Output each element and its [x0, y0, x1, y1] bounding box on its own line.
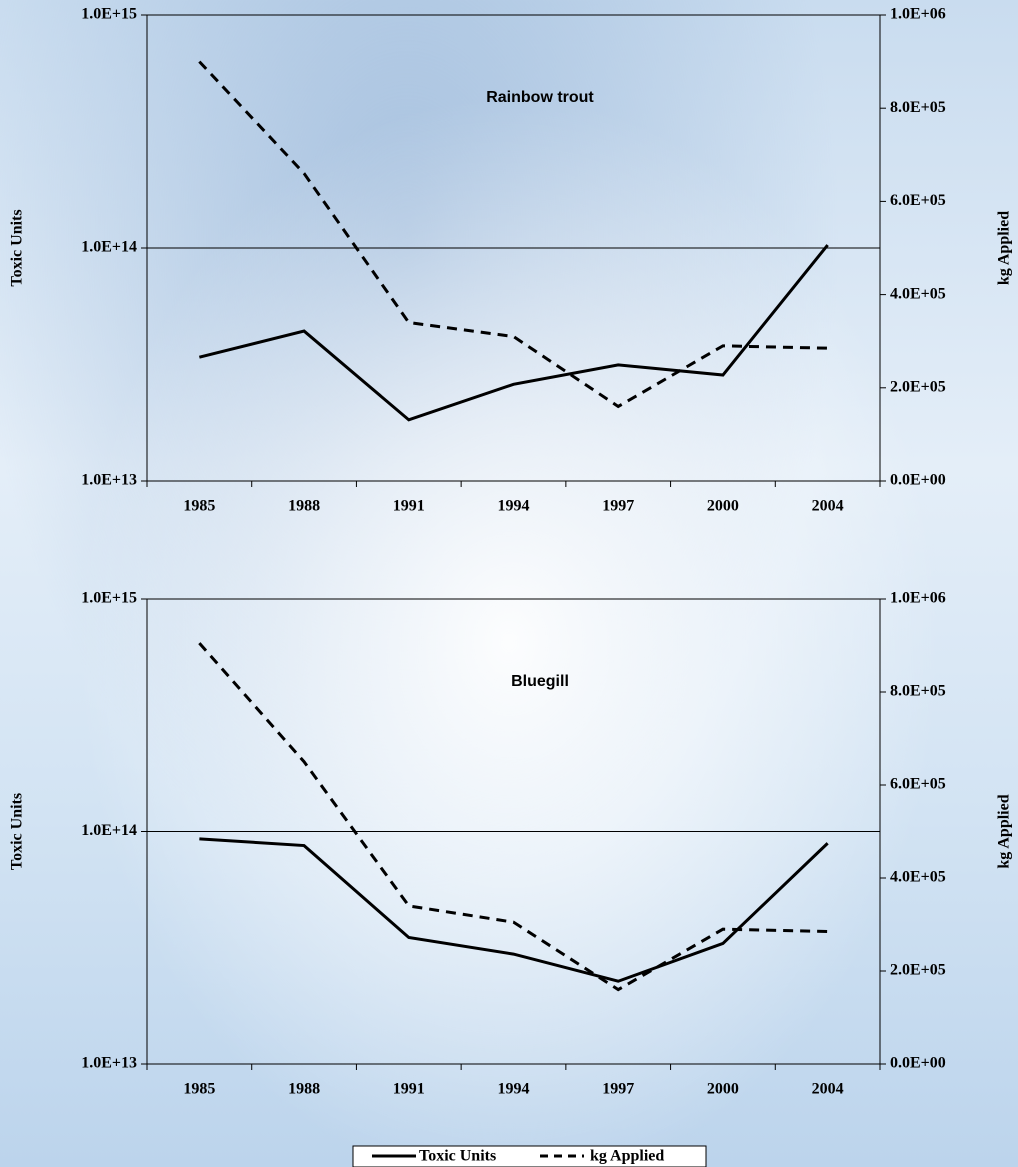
y2-tick-label: 4.0E+05	[890, 285, 946, 302]
x-tick-label: 1991	[393, 498, 425, 515]
series-line	[199, 839, 827, 981]
y2-tick-label: 6.0E+05	[890, 776, 946, 793]
y-tick-label: 1.0E+15	[81, 6, 137, 23]
series-line	[199, 62, 827, 407]
chart-title: Bluegill	[511, 673, 569, 690]
y-tick-label: 1.0E+14	[81, 239, 137, 256]
y2-tick-label: 2.0E+05	[890, 378, 946, 395]
legend: Toxic Units kg Applied	[353, 1146, 706, 1167]
y-tick-label: 1.0E+14	[81, 822, 137, 839]
x-tick-label: 2004	[812, 498, 844, 515]
y2-tick-label: 0.0E+00	[890, 472, 946, 489]
y2-tick-label: 8.0E+05	[890, 99, 946, 116]
x-tick-label: 2004	[812, 1081, 844, 1098]
x-tick-label: 1997	[602, 498, 634, 515]
y-axis-title: Toxic Units	[9, 209, 26, 286]
x-tick-label: 1988	[288, 1081, 320, 1098]
series-line	[199, 643, 827, 989]
y2-tick-label: 8.0E+05	[890, 683, 946, 700]
y2-tick-label: 2.0E+05	[890, 962, 946, 979]
chart-title: Rainbow trout	[486, 89, 594, 106]
y2-axis-title: kg Applied	[996, 794, 1013, 868]
y-tick-label: 1.0E+13	[81, 472, 137, 489]
x-tick-label: 2000	[707, 498, 739, 515]
x-tick-label: 1994	[498, 498, 530, 515]
x-tick-label: 1985	[183, 1081, 215, 1098]
y-tick-label: 1.0E+15	[81, 590, 137, 607]
x-tick-label: 1988	[288, 498, 320, 515]
legend-label: kg Applied	[590, 1148, 664, 1165]
x-tick-label: 1994	[498, 1081, 530, 1098]
y-tick-label: 1.0E+13	[81, 1055, 137, 1072]
figure: Toxic Units kg Applied 1.0E+13 1.0E+14 1.0…	[0, 0, 1018, 1167]
y2-tick-label: 1.0E+06	[890, 6, 946, 23]
y-axis-title: Toxic Units	[9, 793, 26, 870]
legend-label: Toxic Units	[419, 1148, 496, 1165]
y2-tick-label: 6.0E+05	[890, 192, 946, 209]
x-tick-label: 1991	[393, 1081, 425, 1098]
x-tick-label: 1997	[602, 1081, 634, 1098]
x-tick-label: 1985	[183, 498, 215, 515]
x-tick-label: 2000	[707, 1081, 739, 1098]
y2-tick-label: 1.0E+06	[890, 590, 946, 607]
series-line	[199, 245, 827, 420]
y2-tick-label: 0.0E+00	[890, 1055, 946, 1072]
y2-axis-title: kg Applied	[996, 211, 1013, 285]
y2-tick-label: 4.0E+05	[890, 869, 946, 886]
